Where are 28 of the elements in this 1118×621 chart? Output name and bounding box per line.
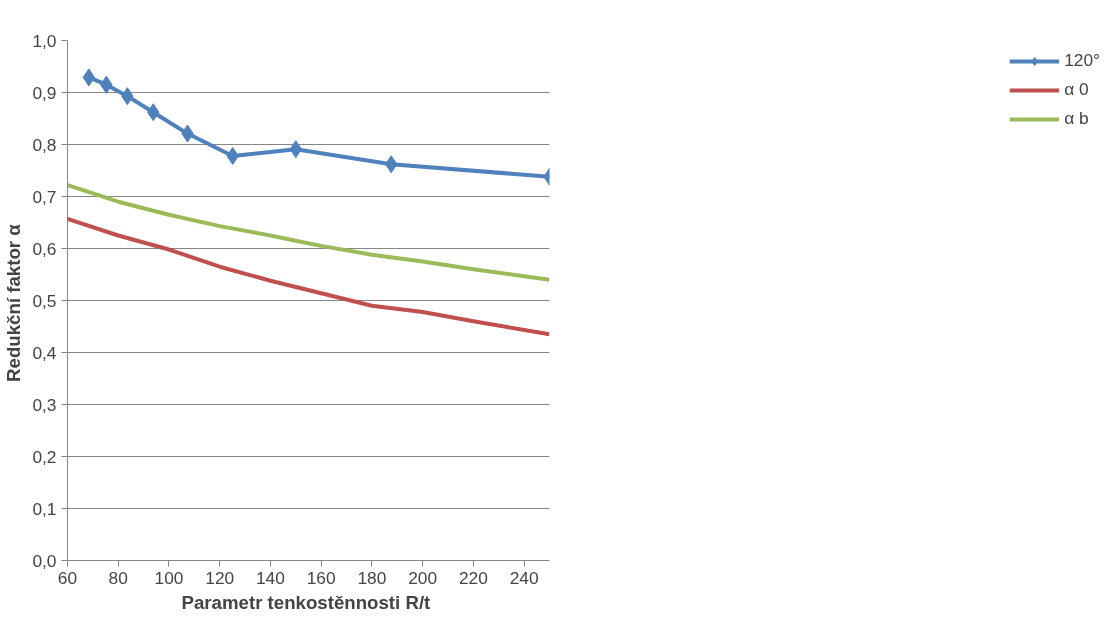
- y-tick-label: 1,0: [32, 30, 57, 51]
- x-tick-label: 180: [357, 567, 387, 588]
- y-axis-title: Redukční faktor α: [3, 223, 25, 382]
- y-tick-label: 0,4: [32, 342, 57, 363]
- y-tick-label: 0,1: [32, 498, 57, 519]
- x-tick-label: 60: [57, 567, 78, 588]
- y-tick-label: 0,6: [32, 238, 57, 259]
- x-tick-label: 80: [108, 567, 128, 588]
- y-tick-label: 0,8: [32, 134, 57, 155]
- y-tick-label: 0,3: [32, 394, 57, 415]
- legend-label: α b: [1064, 108, 1089, 129]
- x-tick-label: 100: [154, 567, 184, 588]
- y-tick-label: 0,0: [32, 550, 57, 571]
- legend-label: 120°: [1064, 50, 1100, 71]
- line-series: [67, 183, 550, 282]
- y-tick-label: 0,2: [32, 446, 57, 467]
- x-tick-label: 120: [205, 567, 235, 588]
- x-tick-label: 220: [458, 567, 488, 588]
- x-tick-label: 140: [255, 567, 285, 588]
- x-axis-title: Parametr tenkostěnnosti R/t: [181, 591, 431, 613]
- x-tick-label: 160: [306, 567, 336, 588]
- x-tick-label: 200: [408, 567, 438, 588]
- y-tick-label: 0,9: [32, 82, 57, 103]
- x-tick-label: 240: [509, 567, 539, 588]
- legend-label: α 0: [1064, 79, 1089, 100]
- y-tick-label: 0,7: [32, 186, 57, 207]
- y-tick-label: 0,5: [32, 290, 57, 311]
- line-series: [67, 216, 550, 337]
